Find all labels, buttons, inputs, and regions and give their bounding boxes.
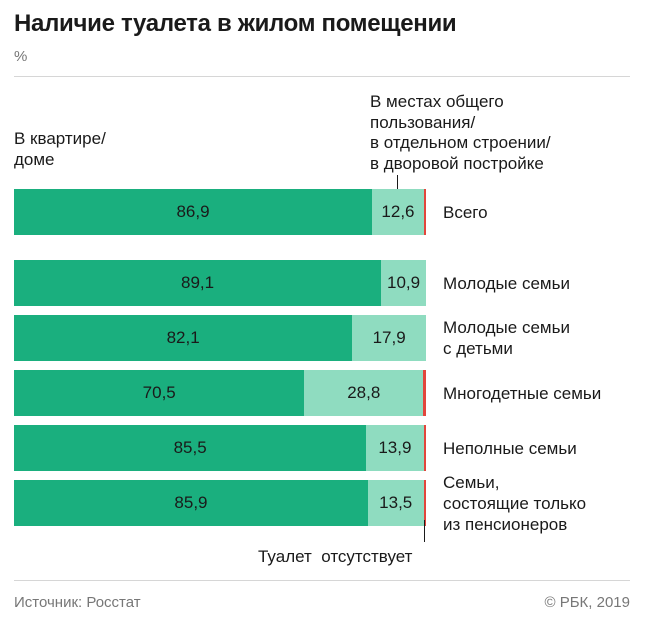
source-note: Источник: Росстат (14, 594, 141, 611)
top-divider (14, 76, 630, 77)
category-label: Семьи, состоящие только из пенсионеров (443, 472, 587, 534)
bar-row: 85,9 13,5 (14, 480, 426, 526)
chart-title: Наличие туалета в жилом помещении (14, 10, 457, 37)
bar-segment-absent (423, 480, 426, 526)
bar-row: 89,1 10,9 (14, 260, 426, 306)
legend-shared: В местах общего пользования/ в отдельном… (370, 92, 551, 173)
copyright-note: © РБК, 2019 (544, 594, 630, 611)
category-label: Молодые семьи с детьми (443, 318, 570, 358)
bar-segment-absent (423, 370, 426, 416)
bar-segment-shared: 17,9 (352, 315, 426, 361)
bar-segment-shared: 10,9 (381, 260, 426, 306)
bar-segment-in-home: 70,5 (14, 370, 305, 416)
category-label: Всего (443, 202, 488, 222)
legend-shared-connector (397, 175, 398, 193)
bar-segment-absent (423, 425, 426, 471)
bar-segment-shared: 12,6 (372, 189, 424, 235)
unit-label: % (14, 48, 28, 65)
bar-segment-shared: 13,5 (367, 480, 424, 526)
bar-segment-in-home: 85,5 (14, 425, 367, 471)
bar-value-label: 86,9 (176, 202, 210, 221)
bar-segment-shared: 28,8 (304, 370, 424, 416)
category-label: Молодые семьи (443, 273, 570, 293)
bar-row: 82,1 17,9 (14, 315, 426, 361)
bar-value-label: 89,1 (180, 273, 215, 292)
bar-value-label: 13,9 (378, 438, 412, 457)
bar-segment-in-home: 86,9 (14, 189, 373, 235)
bar-value-label: 28,8 (347, 383, 381, 402)
bar-row: 85,5 13,9 (14, 425, 426, 471)
legend-in-home: В квартире/ доме (14, 129, 106, 169)
bar-segment-shared: 13,9 (366, 425, 424, 471)
bar-segment-in-home: 85,9 (14, 480, 368, 526)
bottom-divider (14, 580, 630, 581)
bar-value-label: 85,5 (173, 438, 207, 457)
bar-row: 70,5 28,8 (14, 370, 426, 416)
bar-value-label: 10,9 (386, 273, 421, 292)
bar-row: 86,9 12,6 (14, 189, 426, 235)
bar-value-label: 12,6 (381, 202, 415, 221)
bar-value-label: 70,5 (142, 383, 176, 402)
bar-segment-in-home: 89,1 (14, 260, 382, 306)
bar-value-label: 17,9 (372, 328, 406, 347)
bar-value-label: 85,9 (174, 493, 208, 512)
legend-absent-connector (424, 520, 425, 542)
category-label: Многодетные семьи (443, 383, 602, 403)
bar-value-label: 13,5 (379, 493, 413, 512)
category-label: Неполные семьи (443, 438, 577, 458)
bar-segment-absent (423, 189, 426, 235)
legend-absent: Туалет отсутствует (258, 547, 413, 566)
bar-segment-in-home: 82,1 (14, 315, 353, 361)
bar-value-label: 82,1 (166, 328, 200, 347)
